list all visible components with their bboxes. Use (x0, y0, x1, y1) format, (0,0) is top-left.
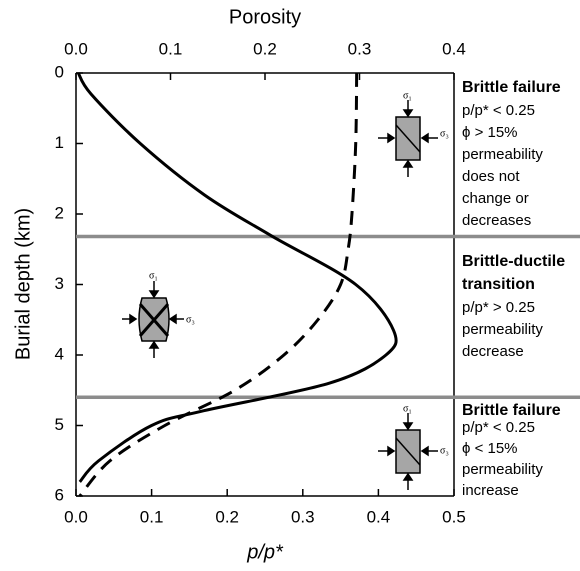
curve (78, 72, 359, 497)
zone-title: Brittle failure (462, 79, 561, 96)
zone-text: permeability (462, 321, 543, 338)
y-tick-label: 3 (55, 274, 64, 293)
zone-title: Brittle failure (462, 402, 561, 419)
stress-icon (378, 413, 438, 490)
y-tick-label: 4 (55, 344, 64, 363)
zone-text: p/p* > 0.25 (462, 299, 535, 316)
zone-text: ϕ < 15% (462, 440, 518, 457)
zone-text: does not (462, 168, 520, 185)
top-axis-label: Porosity (229, 6, 301, 28)
x2-tick-label: 0.2 (253, 39, 277, 58)
zone-title: transition (462, 276, 535, 293)
zone-text: decrease (462, 343, 524, 360)
x-tick-label: 0.2 (215, 507, 239, 526)
stress-icon (378, 100, 438, 177)
zone-title: Brittle-ductile (462, 253, 565, 270)
stress-label: σ₃ (440, 128, 449, 139)
x-tick-label: 0.0 (64, 507, 88, 526)
stress-label: σ₁ (403, 90, 412, 101)
zone-text: ϕ > 15% (462, 124, 518, 141)
stress-label: σ₃ (440, 445, 449, 456)
zone-text: p/p* < 0.25 (462, 102, 535, 119)
zone-text: p/p* < 0.25 (462, 419, 535, 436)
stress-icon (122, 281, 184, 358)
x2-tick-label: 0.1 (159, 39, 183, 58)
y-tick-label: 2 (55, 203, 64, 222)
x2-tick-label: 0.3 (348, 39, 372, 58)
stress-label: σ₁ (149, 270, 158, 281)
y-tick-label: 1 (55, 133, 64, 152)
stress-label: σ₁ (403, 403, 412, 414)
zone-text: change or (462, 190, 529, 207)
x-tick-label: 0.4 (367, 507, 391, 526)
x-tick-label: 0.5 (442, 507, 466, 526)
x-tick-label: 0.3 (291, 507, 315, 526)
x-axis-label: p/p* (246, 541, 284, 563)
y-tick-label: 6 (55, 485, 64, 504)
stress-label: σ₃ (186, 314, 195, 325)
x-tick-label: 0.1 (140, 507, 164, 526)
y-axis-label: Burial depth (km) (12, 208, 34, 360)
zone-text: decreases (462, 212, 531, 229)
zone-text: increase (462, 482, 519, 499)
y-tick-label: 5 (55, 415, 64, 434)
zone-text: permeability (462, 146, 543, 163)
x2-tick-label: 0.0 (64, 39, 88, 58)
zone-text: permeability (462, 461, 543, 478)
x2-tick-label: 0.4 (442, 39, 466, 58)
curve (76, 72, 398, 483)
y-tick-label: 0 (55, 62, 64, 81)
